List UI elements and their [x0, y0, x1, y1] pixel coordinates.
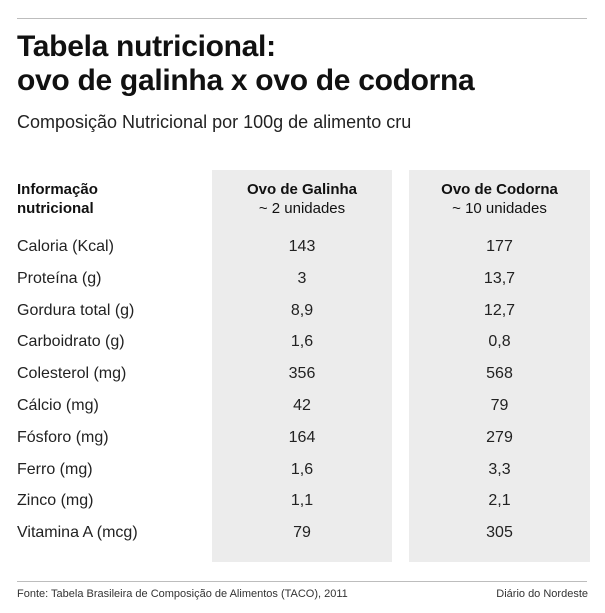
table-row: Vitamina A (mcg) 79 305 — [0, 517, 605, 549]
table-row: Colesterol (mg) 356 568 — [0, 358, 605, 390]
value-codorna: 279 — [486, 428, 513, 446]
table-row: Zinco (mg) 1,1 2,1 — [0, 485, 605, 517]
value-codorna: 177 — [486, 238, 513, 255]
source-note: Fonte: Tabela Brasileira de Composição d… — [17, 588, 348, 600]
row-label: Zinco (mg) — [17, 492, 94, 510]
column-name: Ovo de Galinha — [246, 181, 358, 198]
row-label: Caloria (Kcal) — [17, 238, 114, 255]
value-codorna: 2,1 — [488, 492, 511, 510]
row-label: Ferro (mg) — [17, 460, 93, 478]
top-divider — [17, 18, 587, 19]
value-galinha: 1,6 — [290, 460, 314, 478]
corner-header: Informação nutricional — [17, 181, 98, 217]
title-line-2: ovo de galinha x ovo de codorna — [17, 64, 475, 97]
title-line-1: Tabela nutricional: — [17, 30, 276, 63]
value-codorna: 79 — [490, 396, 509, 414]
value-codorna: 0,8 — [488, 333, 511, 351]
row-label: Vitamina A (mcg) — [17, 524, 138, 542]
row-label: Colesterol (mg) — [17, 365, 127, 383]
value-codorna: 568 — [486, 365, 513, 383]
column-name: Ovo de Codorna — [441, 181, 558, 198]
nutrition-table-body: Caloria (Kcal) 143 177 Proteína (g) 3 13… — [0, 231, 605, 549]
value-galinha: 356 — [288, 365, 316, 383]
value-codorna: 13,7 — [483, 269, 516, 287]
value-galinha: 1,6 — [290, 333, 314, 351]
value-codorna: 305 — [486, 524, 513, 542]
table-row: Ferro (mg) 1,6 3,3 — [0, 454, 605, 486]
table-row: Gordura total (g) 8,9 12,7 — [0, 295, 605, 327]
column-background-galinha — [212, 170, 392, 562]
row-label: Proteína (g) — [17, 269, 102, 287]
value-galinha: 42 — [293, 396, 311, 414]
value-galinha: 143 — [288, 238, 316, 255]
value-galinha: 79 — [293, 524, 311, 542]
value-galinha: 8,9 — [290, 301, 314, 319]
table-row: Fósforo (mg) 164 279 — [0, 422, 605, 454]
row-label: Fósforo (mg) — [17, 428, 109, 446]
table-row: Caloria (Kcal) 143 177 — [0, 231, 605, 263]
page-title: Tabela nutricional: ovo de galinha x ovo… — [17, 30, 587, 98]
row-label: Cálcio (mg) — [17, 396, 99, 414]
value-codorna: 3,3 — [488, 460, 511, 478]
value-galinha: 1,1 — [290, 492, 314, 510]
column-units: ~ 10 unidades — [452, 200, 547, 217]
table-row: Proteína (g) 3 13,7 — [0, 263, 605, 295]
value-galinha: 164 — [288, 428, 316, 446]
table-row: Carboidrato (g) 1,6 0,8 — [0, 326, 605, 358]
value-codorna: 12,7 — [483, 301, 516, 319]
subtitle: Composição Nutricional por 100g de alime… — [17, 112, 412, 132]
publisher-credit: Diário do Nordeste — [496, 588, 588, 600]
row-label: Gordura total (g) — [17, 301, 135, 319]
column-header-galinha: Ovo de Galinha ~ 2 unidades — [212, 180, 392, 218]
column-units: ~ 2 unidades — [258, 200, 346, 217]
table-row: Cálcio (mg) 42 79 — [0, 390, 605, 422]
bottom-divider — [17, 581, 587, 582]
column-background-codorna — [409, 170, 590, 562]
value-galinha: 3 — [297, 269, 307, 287]
row-label: Carboidrato (g) — [17, 333, 125, 351]
column-header-codorna: Ovo de Codorna ~ 10 unidades — [409, 180, 590, 218]
